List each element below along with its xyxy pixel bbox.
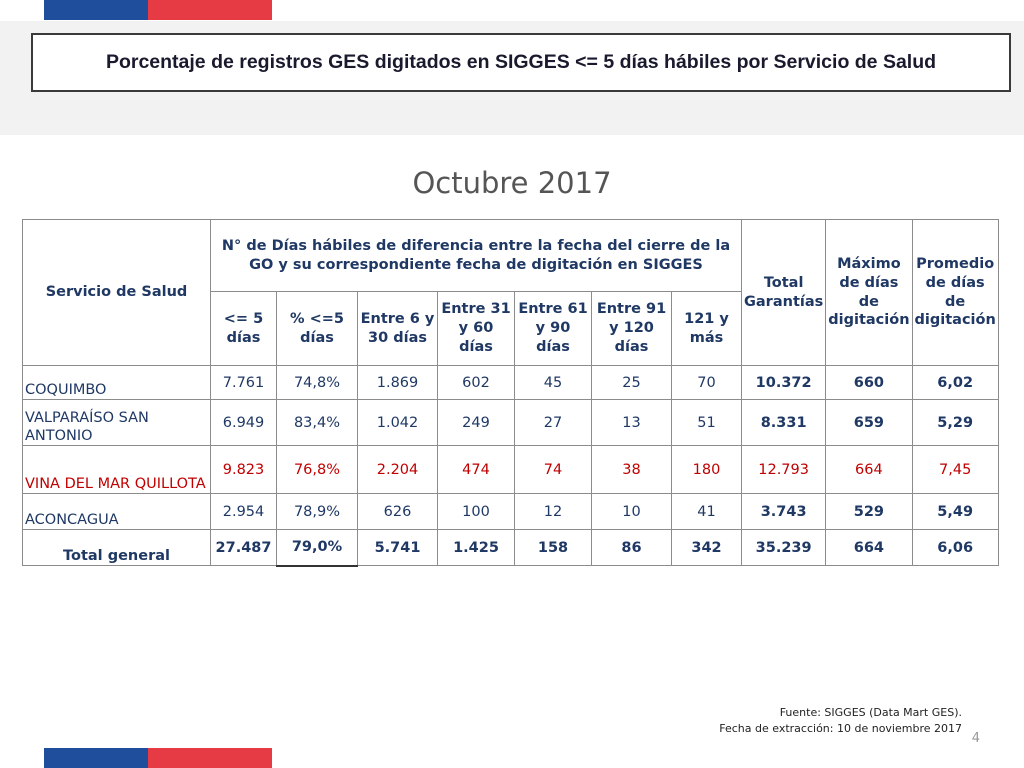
table-row: VINA DEL MAR QUILLOTA 9.823 76,8% 2.204 …	[22, 445, 999, 494]
cell: 27	[514, 399, 592, 446]
header-promedio: Promedio de días de digitación	[911, 219, 999, 366]
cell-total: 10.372	[740, 365, 827, 400]
cell: 180	[671, 445, 742, 494]
page-number: 4	[971, 731, 980, 746]
cell: 2.204	[357, 445, 438, 494]
page-title: Porcentaje de registros GES digitados en…	[105, 51, 937, 73]
cell: 27.487	[210, 529, 277, 566]
header-121-mas: 121 y más	[671, 291, 742, 366]
header-31-60: Entre 31 y 60 días	[437, 291, 515, 366]
cell: 1.869	[357, 365, 438, 400]
cell-total: 12.793	[740, 445, 827, 494]
cell-promedio: 6,02	[911, 365, 999, 400]
cell: 7.761	[210, 365, 277, 400]
flag-blue-segment	[44, 0, 148, 20]
header-91-120: Entre 91 y 120 días	[591, 291, 672, 366]
header-total-garantias: Total Garantías	[740, 219, 827, 366]
cell: 70	[671, 365, 742, 400]
cell-promedio: 6,06	[911, 529, 999, 566]
cell: 12	[514, 493, 592, 530]
cell-maximo: 664	[825, 445, 913, 494]
cell-promedio: 5,29	[911, 399, 999, 446]
cell: 83,4%	[276, 399, 358, 446]
row-name: VINA DEL MAR QUILLOTA	[22, 445, 211, 494]
cell: 13	[591, 399, 672, 446]
cell-total: 35.239	[740, 529, 827, 566]
cell: 25	[591, 365, 672, 400]
cell: 158	[514, 529, 592, 566]
cell: 41	[671, 493, 742, 530]
cell: 342	[671, 529, 742, 566]
cell: 9.823	[210, 445, 277, 494]
cell: 38	[591, 445, 672, 494]
cell-total: 8.331	[740, 399, 827, 446]
cell: 51	[671, 399, 742, 446]
cell-maximo: 529	[825, 493, 913, 530]
cell: 45	[514, 365, 592, 400]
header-61-90: Entre 61 y 90 días	[514, 291, 592, 366]
cell: 626	[357, 493, 438, 530]
source-text: Fuente: SIGGES (Data Mart GES).	[779, 706, 962, 719]
row-name: VALPARAÍSO SAN ANTONIO	[22, 399, 211, 446]
cell: 10	[591, 493, 672, 530]
cell: 79,0%	[276, 529, 358, 567]
cell: 1.425	[437, 529, 515, 566]
header-pct-le5: % <=5 días	[276, 291, 358, 366]
source-note: Fuente: SIGGES (Data Mart GES). Fecha de…	[719, 705, 962, 737]
table-row: VALPARAÍSO SAN ANTONIO 6.949 83,4% 1.042…	[22, 399, 999, 446]
cell: 474	[437, 445, 515, 494]
total-row-name: Total general	[22, 529, 211, 566]
cell: 6.949	[210, 399, 277, 446]
cell-promedio: 5,49	[911, 493, 999, 530]
period-subtitle: Octubre 2017	[412, 166, 612, 200]
top-flag-bar	[44, 0, 272, 20]
bottom-flag-bar	[44, 748, 272, 768]
cell: 5.741	[357, 529, 438, 566]
cell-maximo: 660	[825, 365, 913, 400]
cell: 1.042	[357, 399, 438, 446]
cell-promedio: 7,45	[911, 445, 999, 494]
flag-red-segment	[148, 0, 272, 20]
header-maximo: Máximo de días de digitación	[825, 219, 913, 366]
extraction-date: Fecha de extracción: 10 de noviembre 201…	[719, 722, 962, 735]
title-box: Porcentaje de registros GES digitados en…	[31, 33, 1011, 92]
cell: 78,9%	[276, 493, 358, 530]
header-le5: <= 5 días	[210, 291, 277, 366]
header-6-30: Entre 6 y 30 días	[357, 291, 438, 366]
cell-total: 3.743	[740, 493, 827, 530]
cell: 100	[437, 493, 515, 530]
ges-table: Servicio de Salud N° de Días hábiles de …	[22, 219, 999, 567]
cell: 602	[437, 365, 515, 400]
cell-maximo: 664	[825, 529, 913, 566]
table-row: COQUIMBO 7.761 74,8% 1.869 602 45 25 70 …	[22, 365, 999, 400]
cell: 74,8%	[276, 365, 358, 400]
header-dias-group: N° de Días hábiles de diferencia entre l…	[210, 219, 742, 292]
flag-blue-segment	[44, 748, 148, 768]
cell: 76,8%	[276, 445, 358, 494]
row-name: ACONCAGUA	[22, 493, 211, 530]
cell: 74	[514, 445, 592, 494]
row-name: COQUIMBO	[22, 365, 211, 400]
cell: 249	[437, 399, 515, 446]
total-row: Total general 27.487 79,0% 5.741 1.425 1…	[22, 529, 999, 567]
header-servicio: Servicio de Salud	[22, 219, 211, 366]
flag-red-segment	[148, 748, 272, 768]
table-row: ACONCAGUA 2.954 78,9% 626 100 12 10 41 3…	[22, 493, 999, 530]
cell: 2.954	[210, 493, 277, 530]
cell-maximo: 659	[825, 399, 913, 446]
cell: 86	[591, 529, 672, 566]
